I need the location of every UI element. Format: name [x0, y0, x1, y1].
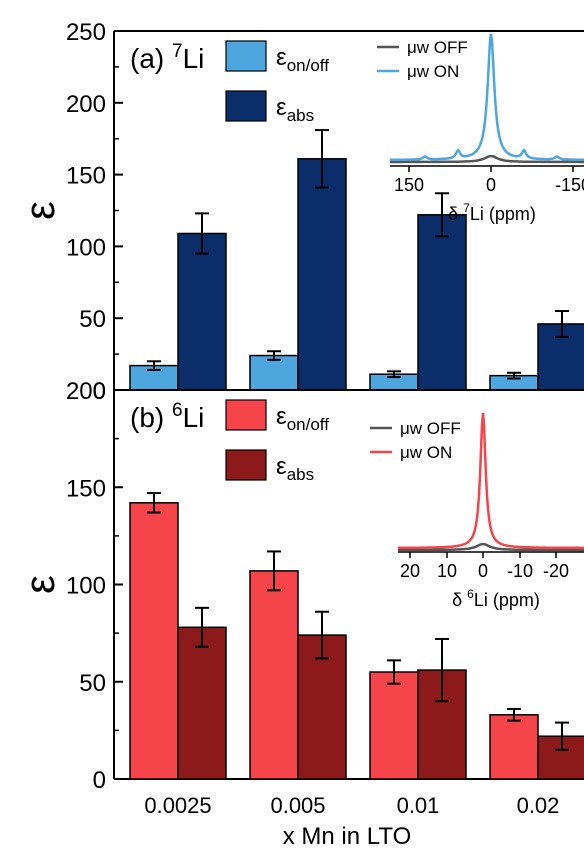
- legend-swatch: [225, 40, 267, 72]
- inset-spectrum: 150 0 -150 δ 7Li (ppm) μw OFF μw ON: [377, 33, 584, 224]
- y-tick-label: 150: [66, 163, 106, 190]
- x-axis-label: x Mn in LTO: [283, 823, 411, 850]
- inset-x-label: δ 6Li (ppm): [452, 587, 540, 610]
- y-tick-label: 150: [66, 475, 106, 502]
- bar-abs: [177, 626, 227, 780]
- y-tick-label: 100: [66, 234, 106, 261]
- legend-label: εabs: [276, 453, 314, 484]
- inset-x-tick-label: -20: [543, 561, 569, 581]
- y-tick-label: 50: [79, 670, 106, 697]
- inset-legend-label: μw OFF: [400, 419, 461, 438]
- inset-x-tick-label: 10: [437, 561, 457, 581]
- y-tick-label: 0: [93, 378, 106, 405]
- inset-x-tick-label: 150: [394, 175, 424, 195]
- y-tick-label: 50: [79, 306, 106, 333]
- y-tick-label: 200: [66, 378, 106, 405]
- panel-a: 0 50 100 150 200 250 ε (a) 7Li εon/off εabs 150 0 -1…: [16, 19, 584, 405]
- bar-on-off: [489, 714, 539, 780]
- inset-x-tick-label: -150: [555, 175, 584, 195]
- x-tick-label: 0.0025: [144, 793, 211, 818]
- y-axis-label: ε: [16, 575, 63, 594]
- legend-label: εon/off: [276, 403, 329, 434]
- y-tick-label: 100: [66, 573, 106, 600]
- legend-swatch: [225, 399, 267, 431]
- x-tick-label: 0.005: [270, 793, 325, 818]
- y-tick-label: 250: [66, 19, 106, 46]
- x-tick-label: 0.01: [397, 793, 440, 818]
- legend-label: εabs: [276, 94, 314, 125]
- inset-x-tick-label: 0: [486, 175, 496, 195]
- inset-legend-label: μw OFF: [407, 38, 468, 57]
- inset-x-label: δ 7Li (ppm): [448, 201, 536, 224]
- inset-trace-off: [390, 154, 584, 164]
- x-tick-label: 0.02: [517, 793, 560, 818]
- inset-x-tick-label: -10: [507, 561, 533, 581]
- inset-legend-label: μw ON: [400, 443, 452, 462]
- panel-label: (a) 7Li: [130, 41, 204, 74]
- inset-trace-on: [390, 33, 584, 162]
- y-tick-label: 0: [93, 767, 106, 794]
- inset-x-tick-label: 20: [400, 561, 420, 581]
- bar-on-off: [369, 671, 419, 780]
- inset-trace-off: [398, 542, 584, 552]
- bar-abs: [417, 214, 467, 391]
- legend-swatch: [225, 449, 267, 481]
- bar-abs: [297, 158, 347, 391]
- legend-label: εon/off: [276, 44, 329, 75]
- bar-on-off: [249, 570, 299, 780]
- inset-x-tick-label: 0: [478, 561, 488, 581]
- y-axis-label: ε: [16, 201, 63, 220]
- bar-abs: [177, 232, 227, 391]
- legend-swatch: [225, 90, 267, 122]
- inset-trace-on: [398, 412, 584, 550]
- y-tick-label: 200: [66, 91, 106, 118]
- panel-label: (b) 6Li: [130, 400, 204, 433]
- inset-legend-label: μw ON: [407, 62, 459, 81]
- inset-spectrum: 20 10 0 -10 -20δ 6Li (ppm) μw OFF μw ON: [370, 412, 584, 610]
- bar-on-off: [129, 502, 179, 780]
